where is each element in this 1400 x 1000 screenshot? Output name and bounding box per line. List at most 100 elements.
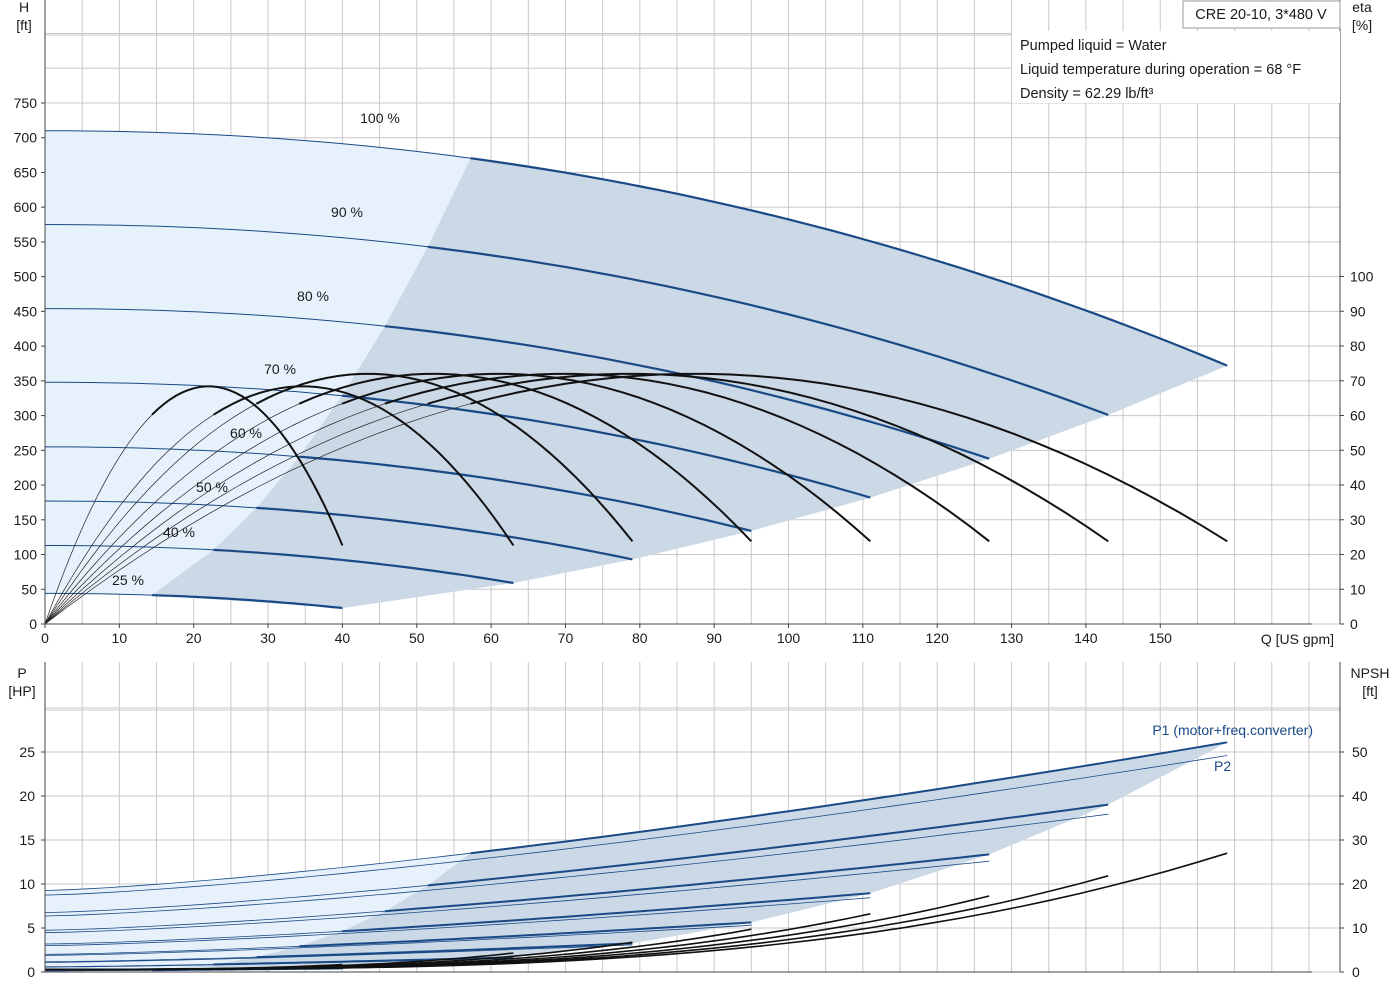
p1-curve [256,942,633,959]
head-tick-label: 500 [14,269,38,285]
head-curve-thin [44,224,428,248]
npsh-curve [45,963,343,971]
speed-percent-label: 25 % [112,572,144,588]
power-tick-label: 15 [19,832,35,848]
p1-series-label: P1 (motor+freq.converter) [1152,722,1313,738]
flow-tick-label: 10 [112,630,128,646]
npsh-tick-label: 20 [1352,876,1368,892]
head-curve-thin [44,500,257,509]
p2-curve [44,924,752,956]
p2-curve [44,860,990,934]
head-tick-label: 650 [14,164,38,180]
head-plot-axes: 0501001502002503003504004505005506006507… [14,0,1374,646]
head-curve [213,548,514,585]
power-curves [44,741,1228,972]
power-plot-axes: 0 5 10 15 20 25 0 10 20 30 40 50 [19,662,1368,980]
flow-tick-label: 50 [409,630,425,646]
eta-axis-unit: [%] [1352,17,1372,33]
efficiency-curve [341,372,871,543]
head-axis-label: H [19,0,29,15]
info-density: Density = 62.29 lb/ft³ [1020,86,1154,102]
head-curve [299,455,752,532]
power-axis-label: P [17,665,26,681]
model-box [1182,0,1341,29]
head-tick-label: 250 [14,442,38,458]
eta-tick-label: 10 [1350,581,1366,597]
flow-axis-label: Q [US gpm] [1261,631,1334,647]
p2-curve [44,755,1228,896]
eta-tick-label: 60 [1350,408,1366,424]
npsh-tick-label: 30 [1352,832,1368,848]
power-area-dark [152,742,1228,971]
head-curve [256,506,633,561]
head-tick-label: 100 [14,547,38,563]
head-tick-label: 450 [14,303,38,319]
head-curve-thin [45,545,214,551]
power-tick-label: 0 [27,964,35,980]
p1-curve [470,741,1228,855]
speed-percent-label: 80 % [297,288,329,304]
power-tick-label: 25 [19,744,35,760]
npsh-axis-unit: [ft] [1362,683,1378,699]
p1-curve [427,803,1109,887]
head-tick-label: 0 [29,616,37,632]
power-tick-label: 5 [27,920,35,936]
head-tick-label: 300 [14,408,38,424]
power-tick-label: 20 [19,788,35,804]
power-axis-unit: [HP] [8,683,35,699]
efficiency-curve [384,372,990,543]
efficiency-curve [470,372,1228,543]
flow-tick-label: 130 [1000,630,1024,646]
head-tick-label: 700 [14,130,38,146]
info-temperature: Liquid temperature during operation = 68… [1020,62,1301,78]
npsh-tick-label: 40 [1352,788,1368,804]
npsh-tick-label: 0 [1352,964,1360,980]
p1-curve-thin [44,930,343,945]
flow-tick-label: 120 [926,630,950,646]
head-tick-label: 600 [14,199,38,215]
flow-tick-label: 140 [1074,630,1098,646]
head-tick-label: 200 [14,477,38,493]
npsh-tick-label: 10 [1352,920,1368,936]
speed-percent-label: 60 % [230,425,262,441]
flow-tick-label: 90 [706,630,722,646]
speed-percent-label: 50 % [196,479,228,495]
flow-tick-label: 70 [558,630,574,646]
head-curves: 100 % 90 % 80 % 70 % 60 % 50 % 40 % 25 % [44,110,1228,625]
p1-curve-thin [44,945,300,955]
head-curve-thin [45,130,471,159]
eta-tick-label: 80 [1350,338,1366,354]
head-tick-label: 150 [14,512,38,528]
speed-percent-label: 70 % [264,361,296,377]
eta-axis-label: eta [1352,0,1372,15]
p2-curve [44,813,1109,917]
efficiency-curve [213,385,515,546]
p2-curve [44,897,871,946]
flow-tick-label: 60 [483,630,499,646]
head-tick-label: 350 [14,373,38,389]
p1-curve [342,892,871,933]
p1-curve [384,853,990,913]
npsh-tick-label: 50 [1352,744,1368,760]
head-curve-thin [44,381,343,397]
eta-tick-label: 50 [1350,442,1366,458]
speed-percent-label: 40 % [163,524,195,540]
eta-tick-label: 0 [1350,616,1358,632]
p1-curve-thin [44,956,257,963]
head-curve [470,157,1228,367]
efficiency-curve [151,385,344,546]
flow-tick-label: 40 [335,630,351,646]
head-tick-label: 50 [21,581,37,597]
operating-area-dark [152,158,1228,608]
efficiency-curve [256,372,634,542]
head-axis-unit: [ft] [16,17,32,33]
flow-tick-label: 150 [1149,630,1173,646]
flow-tick-label: 0 [41,630,49,646]
speed-percent-label: 100 % [360,110,400,126]
model-label: CRE 20-10, 3*480 V [1195,7,1327,23]
npsh-axis-label: NPSH [1351,665,1390,681]
p2-curve [44,944,633,963]
info-panel [1012,31,1340,103]
eta-tick-label: 30 [1350,512,1366,528]
